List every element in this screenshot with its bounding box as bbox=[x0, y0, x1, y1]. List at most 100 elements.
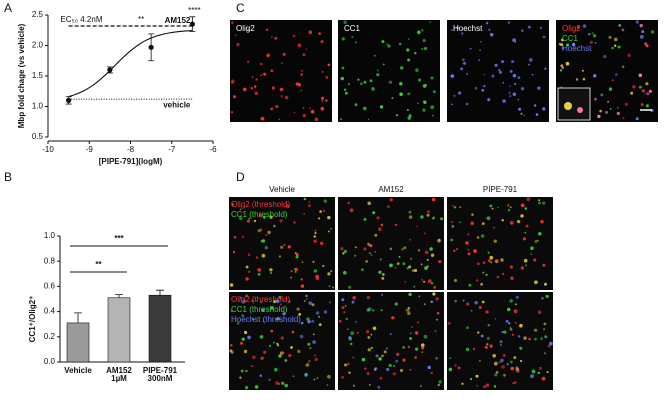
cell bbox=[260, 356, 264, 360]
cell bbox=[381, 40, 385, 44]
cell bbox=[646, 92, 650, 96]
cell bbox=[270, 329, 274, 333]
cell bbox=[500, 358, 504, 363]
cell bbox=[280, 62, 283, 65]
cell bbox=[389, 263, 393, 268]
cell bbox=[376, 73, 380, 77]
cell bbox=[326, 384, 329, 386]
cell bbox=[430, 281, 434, 285]
cell bbox=[524, 207, 527, 210]
cell bbox=[438, 380, 442, 384]
cell bbox=[530, 253, 533, 256]
cell bbox=[603, 55, 607, 59]
cell bbox=[340, 247, 344, 251]
cell bbox=[520, 214, 524, 218]
cell bbox=[343, 20, 347, 24]
cell bbox=[344, 91, 348, 95]
cell bbox=[421, 278, 424, 281]
cell bbox=[538, 366, 542, 370]
cell bbox=[279, 303, 282, 306]
cell bbox=[416, 321, 420, 324]
cell bbox=[429, 247, 433, 251]
cell bbox=[486, 343, 489, 346]
cell bbox=[366, 330, 370, 334]
cell bbox=[386, 368, 390, 371]
ec50-label: EC₅₀ 4.2nM bbox=[60, 15, 102, 24]
cell bbox=[487, 324, 490, 327]
cell bbox=[483, 73, 486, 76]
panel-label: C bbox=[236, 1, 245, 15]
cell bbox=[422, 39, 426, 43]
cell bbox=[575, 78, 579, 81]
cell bbox=[480, 282, 483, 286]
cell bbox=[523, 114, 526, 117]
cell bbox=[509, 299, 513, 303]
cell bbox=[407, 307, 411, 310]
cell bbox=[389, 247, 393, 251]
cell bbox=[395, 114, 399, 117]
cell bbox=[466, 302, 470, 306]
channel-label: Hoechst bbox=[453, 24, 483, 33]
cell bbox=[485, 22, 489, 25]
cell bbox=[538, 232, 542, 236]
cell bbox=[498, 361, 501, 364]
cell bbox=[650, 30, 655, 34]
cell bbox=[519, 346, 523, 350]
cell bbox=[544, 335, 547, 338]
cell bbox=[487, 98, 491, 102]
cell bbox=[561, 46, 565, 50]
cell bbox=[251, 76, 254, 79]
significance-label: **** bbox=[188, 6, 200, 15]
cell bbox=[512, 74, 517, 78]
cell bbox=[269, 268, 273, 272]
cell bbox=[411, 326, 413, 328]
data-point bbox=[107, 67, 113, 73]
cell bbox=[509, 70, 513, 73]
cell bbox=[234, 34, 237, 37]
cell bbox=[314, 117, 319, 122]
cell bbox=[404, 281, 407, 283]
column-header: Vehicle bbox=[269, 185, 295, 194]
cell bbox=[467, 233, 470, 236]
significance-label: ** bbox=[95, 260, 102, 269]
cell bbox=[450, 238, 454, 242]
cell bbox=[288, 353, 292, 358]
cell bbox=[240, 341, 243, 345]
cell bbox=[599, 109, 602, 113]
cell bbox=[369, 244, 373, 248]
cell bbox=[648, 89, 653, 93]
cell bbox=[447, 321, 451, 325]
cell bbox=[545, 294, 549, 298]
cell bbox=[607, 100, 610, 103]
cell bbox=[319, 210, 322, 213]
y-tick-label: 0.4 bbox=[44, 307, 56, 316]
cell bbox=[525, 264, 528, 267]
cell bbox=[268, 378, 271, 381]
cell bbox=[530, 246, 534, 250]
cell bbox=[330, 270, 333, 273]
cell bbox=[430, 105, 435, 110]
cell bbox=[369, 252, 371, 255]
cell bbox=[273, 300, 276, 304]
cell bbox=[382, 63, 385, 66]
cell bbox=[470, 377, 473, 381]
cell bbox=[482, 271, 485, 274]
fit-curve bbox=[68, 30, 193, 98]
cell bbox=[512, 382, 515, 385]
y-tick-label: 1.0 bbox=[44, 231, 56, 240]
cell bbox=[314, 232, 317, 234]
cell bbox=[592, 34, 597, 38]
cell bbox=[491, 74, 495, 78]
cell bbox=[349, 208, 354, 213]
cell bbox=[262, 216, 266, 219]
cell bbox=[377, 69, 379, 72]
cell bbox=[415, 347, 419, 351]
cell bbox=[479, 49, 481, 52]
cell bbox=[490, 33, 494, 37]
cell bbox=[257, 272, 261, 276]
cell bbox=[229, 283, 234, 287]
cell bbox=[478, 59, 481, 62]
cell bbox=[482, 261, 486, 264]
cell bbox=[644, 92, 646, 95]
cell bbox=[341, 375, 345, 379]
